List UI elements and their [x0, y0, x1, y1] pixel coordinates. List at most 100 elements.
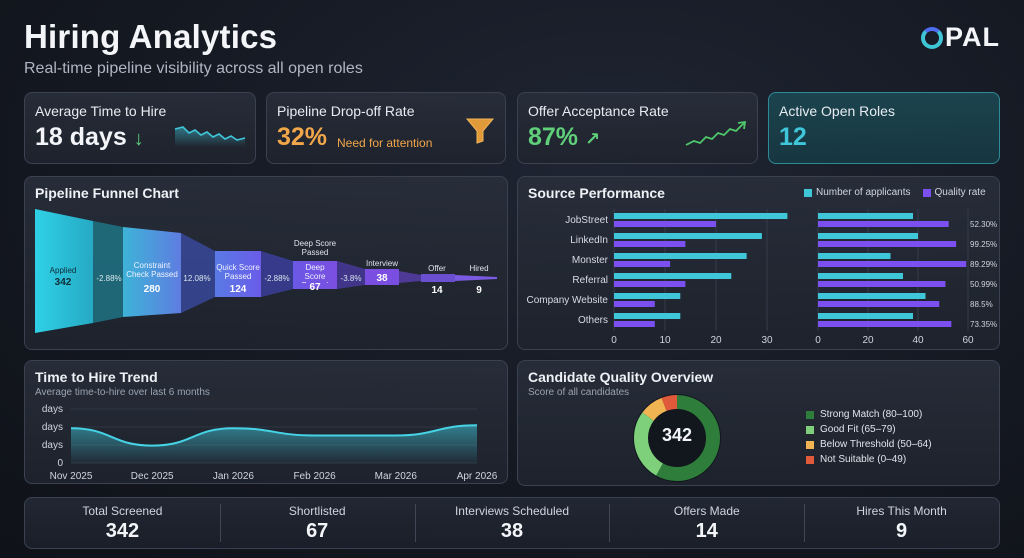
kpi-value: 18 days ↓: [35, 123, 144, 151]
funnel-stage-value: 9: [476, 285, 482, 296]
funnel-connector: [455, 275, 497, 281]
stat-shortlisted[interactable]: Shortlisted 67: [219, 498, 415, 548]
legend-item: Strong Match (80–100): [806, 407, 932, 422]
source-data-label: 89.29%: [970, 260, 997, 269]
funnel-stage-value: 124: [230, 284, 247, 295]
trend-y-tick: 0: [57, 458, 63, 469]
source-bar-applicants: [818, 313, 913, 319]
kpi-note: Need for attention: [337, 136, 433, 150]
funnel-stage-constraint: [123, 227, 181, 317]
funnel-connector: [93, 221, 123, 323]
source-bar-applicants: [614, 313, 681, 319]
kpi-card-offer-acceptance[interactable]: Offer Acceptance Rate 87% ↗: [517, 92, 758, 164]
funnel-stage-label-above: Deep Score Passed: [293, 239, 337, 257]
legend-item: Good Fit (65–79): [806, 422, 932, 437]
funnel-stage-label: Interview: [366, 259, 398, 268]
legend-swatch-quality: [922, 188, 931, 197]
source-bar-quality: [614, 321, 655, 327]
trend-y-tick: days: [42, 422, 63, 433]
card-title: Source Performance: [528, 185, 665, 201]
source-bar-quality: [614, 221, 716, 227]
page-title: Hiring Analytics: [24, 18, 278, 55]
kpi-card-time-to-hire[interactable]: Average Time to Hire 18 days ↓: [24, 92, 256, 164]
source-x-tick: 30: [761, 335, 773, 346]
source-bar-chart: JobStreet LinkedIn Monster Referral Company …: [526, 209, 997, 346]
card-subtitle: Average time-to-hire over last 6 months: [35, 387, 210, 398]
legend-swatch: [806, 410, 814, 419]
legend-item: Below Threshold (50–64): [806, 437, 932, 452]
funnel-stage-deep: [293, 261, 337, 289]
source-bar-quality: [818, 241, 957, 247]
source-bar-quality: [818, 221, 949, 227]
stat-value: 9: [896, 520, 908, 542]
sparkline-up-icon: [685, 120, 747, 146]
kpi-card-open-roles[interactable]: Active Open Roles 12: [768, 92, 1000, 164]
funnel-stage-label: Hired: [469, 264, 488, 273]
stat-label: Interviews Scheduled: [454, 504, 570, 518]
logo-text: PAL: [945, 22, 1000, 52]
source-bar-applicants: [614, 273, 732, 279]
source-bar-applicants: [614, 293, 681, 299]
funnel-stage-value: 38: [376, 273, 388, 284]
source-bar-applicants: [818, 213, 913, 219]
source-bar-applicants: [614, 213, 788, 219]
legend-label: Number of applicants: [816, 187, 911, 198]
kpi-label: Pipeline Drop-off Rate: [277, 103, 415, 119]
candidate-quality-card: Candidate Quality Overview Score of all …: [517, 360, 1000, 486]
stat-label: Offers Made: [673, 504, 740, 518]
source-category-label: Company Website: [526, 295, 608, 306]
funnel-chart: Applied 342 -2.88% Constraint Check Pass…: [35, 209, 497, 333]
funnel-stage-label: Constraint Check Passed: [126, 261, 178, 279]
legend-swatch: [806, 425, 814, 434]
kpi-label: Average Time to Hire: [35, 103, 167, 119]
stat-hires-this-month[interactable]: Hires This Month 9: [804, 498, 999, 548]
stat-value: 342: [105, 520, 140, 542]
funnel-stage-label: Offer: [428, 264, 446, 273]
summary-stats-strip: Total Screened 342 Shortlisted 67 Interv…: [24, 497, 1000, 549]
kpi-label: Active Open Roles: [779, 103, 895, 119]
logo-ring-icon: [921, 26, 943, 49]
funnel-connector: [181, 233, 215, 313]
trend-line: [70, 424, 478, 447]
donut-slice: [634, 395, 720, 481]
sparkline-down-icon: [174, 126, 246, 147]
stat-value: 67: [306, 520, 329, 542]
source-category-label: LinkedIn: [570, 235, 608, 246]
source-bar-applicants: [818, 273, 903, 279]
trend-x-tick: Jan 2026: [213, 471, 255, 482]
source-bar-applicants: [614, 233, 762, 239]
brand-logo: PAL: [921, 22, 1000, 53]
legend-item: Not Suitable (0–49): [806, 452, 932, 467]
funnel-stage-applied: [35, 209, 93, 333]
source-data-label: 88.5%: [970, 300, 993, 309]
trend-y-tick: days: [42, 440, 63, 451]
funnel-connector: [399, 271, 421, 283]
source-x-tick: 20: [862, 335, 874, 346]
source-category-label: Others: [578, 315, 608, 326]
source-bar-applicants: [614, 253, 747, 259]
arrow-up-right-icon: ↗: [585, 129, 601, 149]
funnel-dropoff: -3.8%: [341, 274, 362, 283]
source-bar-applicants: [818, 233, 918, 239]
kpi-value: 87% ↗: [528, 123, 601, 151]
stat-total-screened[interactable]: Total Screened 342: [25, 498, 220, 548]
source-data-label: 99.25%: [970, 240, 997, 249]
source-x-tick: 40: [912, 335, 924, 346]
kpi-value: 12: [779, 123, 807, 151]
stat-offers-made[interactable]: Offers Made 14: [609, 498, 804, 548]
donut-center-value: 342: [661, 425, 693, 445]
funnel-stage-label: Quick Score Passed: [216, 263, 260, 281]
kpi-card-dropoff[interactable]: Pipeline Drop-off Rate 32% Need for atte…: [266, 92, 506, 164]
source-bar-quality: [818, 321, 952, 327]
source-bar-quality: [614, 281, 686, 287]
source-category-label: Referral: [572, 275, 608, 286]
source-bar-applicants: [818, 293, 926, 299]
legend-swatch: [806, 440, 814, 449]
trend-area: [71, 425, 477, 463]
funnel-dropoff: -2.88%: [96, 274, 121, 283]
trend-x-tick: Feb 2026: [293, 471, 336, 482]
funnel-stage-value: 67: [309, 282, 321, 293]
source-x-tick: 20: [710, 335, 722, 346]
stat-interviews-scheduled[interactable]: Interviews Scheduled 38: [414, 498, 610, 548]
page-subtitle: Real-time pipeline visibility across all…: [24, 60, 363, 77]
